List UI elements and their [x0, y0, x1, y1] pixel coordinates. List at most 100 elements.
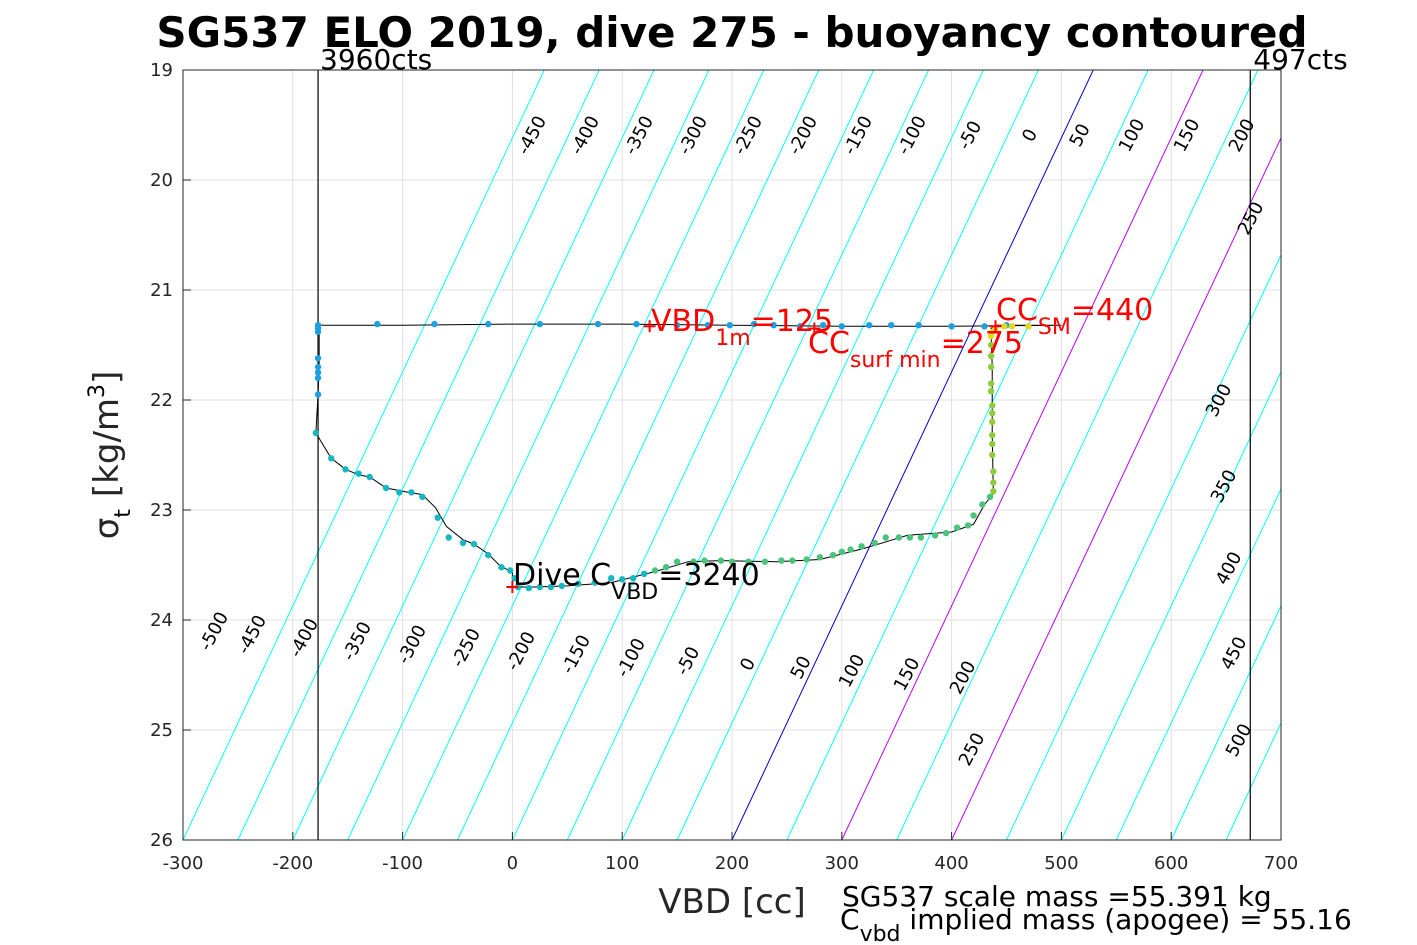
contour-label-upper: -250	[729, 112, 767, 158]
contour-label-lower: 100	[835, 651, 870, 691]
y-tick-label: 25	[150, 720, 173, 741]
data-point	[485, 320, 492, 328]
contour-lines	[183, 70, 1281, 840]
data-point	[485, 551, 492, 559]
data-point	[651, 567, 659, 574]
y-tick-label: 23	[150, 500, 173, 521]
data-point	[796, 323, 804, 330]
data-point	[662, 564, 670, 571]
contour-label-right: 250	[1234, 198, 1269, 238]
contour-line	[1225, 721, 1281, 840]
data-point	[704, 322, 712, 329]
contour-line	[402, 70, 765, 840]
y-label-close: ]	[87, 371, 127, 384]
data-point	[355, 470, 362, 477]
marker-plus	[506, 581, 519, 593]
y-label-sup: 3	[85, 384, 110, 398]
dive-cvbd-main: Dive C	[513, 558, 611, 593]
contour-label-upper: -200	[784, 112, 822, 158]
contour-label-upper: 200	[1225, 115, 1260, 155]
data-point	[314, 391, 322, 398]
annotations: VBD1m=125 CCsurf min=275 CCSM=440 Dive C…	[513, 293, 1153, 605]
dive-cvbd-annotation: Dive CVBD=3240	[513, 558, 760, 605]
contour-label-right: 500	[1222, 720, 1257, 760]
count-label: 3960cts	[320, 43, 432, 76]
x-tick-label: -200	[272, 853, 313, 874]
contour-line	[1115, 487, 1281, 840]
contour-line	[896, 70, 1259, 840]
data-point	[989, 432, 996, 439]
track-line	[315, 323, 1062, 588]
data-point	[953, 524, 961, 531]
data-point	[507, 567, 514, 574]
data-point	[690, 558, 697, 565]
cc-surf-sub: surf min	[850, 348, 941, 373]
data-point	[981, 323, 988, 330]
contour-label-lower: -250	[447, 625, 485, 671]
data-point	[778, 557, 785, 564]
x-tick-label: 200	[715, 853, 749, 874]
data-point	[948, 323, 955, 330]
data-point	[970, 512, 977, 519]
data-point	[838, 548, 845, 555]
data-point	[366, 473, 373, 481]
data-point	[989, 418, 996, 426]
x-tick-label: -300	[163, 853, 204, 874]
data-point	[673, 558, 681, 565]
contour-line	[292, 70, 655, 840]
cc-sm-main: CC	[996, 293, 1038, 328]
data-point	[536, 320, 544, 328]
axis-ticks: -300 -200 -100 0 100 200 300 400 500 600 700192021…	[150, 60, 1298, 874]
data-point	[314, 328, 322, 335]
contour-line	[621, 70, 984, 840]
data-point	[547, 583, 555, 591]
y-label-unit: [kg/m	[87, 398, 127, 497]
data-point	[942, 529, 950, 537]
data-point	[816, 554, 824, 561]
contour-line	[237, 70, 600, 840]
grid	[182, 69, 1282, 841]
count-label: 497cts	[1253, 43, 1347, 76]
data-point	[594, 320, 602, 328]
data-point	[608, 575, 615, 582]
dive-cvbd-tail: =3240	[658, 558, 759, 593]
data-point	[619, 576, 626, 583]
data-point	[789, 557, 796, 564]
data-point	[987, 363, 995, 371]
data-point	[470, 540, 478, 548]
x-tick-label: 400	[934, 853, 968, 874]
data-point	[819, 322, 827, 329]
x-axis-label: VBD [cc]	[658, 882, 806, 922]
data-point	[990, 468, 997, 475]
data-point	[396, 489, 403, 496]
y-tick-label: 19	[150, 60, 173, 81]
data-point	[629, 575, 637, 582]
contour-label-upper: -450	[513, 112, 551, 158]
data-point	[987, 388, 995, 395]
data-point	[726, 322, 734, 329]
data-point	[445, 534, 452, 541]
cc-sm-annotation: CCSM=440	[996, 293, 1153, 340]
contour-line	[1006, 253, 1281, 840]
vbd-1m-sub: 1m	[715, 326, 750, 351]
data-point	[989, 402, 996, 409]
data-point	[915, 322, 922, 329]
data-point	[459, 539, 467, 547]
cc-sm-sub: SM	[1038, 315, 1071, 340]
y-label-main: σ	[87, 518, 127, 540]
data-point	[408, 489, 415, 496]
contour-label-upper: -400	[566, 112, 604, 158]
contour-line	[511, 70, 875, 840]
y-tick-label: 21	[150, 280, 173, 301]
contour-label-right: 400	[1212, 548, 1247, 588]
contour-line	[566, 70, 929, 840]
data-point	[498, 564, 505, 571]
cc-surf-annotation: CCsurf min=275	[808, 326, 1023, 373]
data-point	[431, 320, 438, 328]
x-tick-label: 700	[1264, 853, 1298, 874]
dive-cvbd-sub: VBD	[611, 580, 658, 605]
data-point	[312, 429, 320, 437]
contour-line	[1170, 604, 1281, 840]
cc-surf-main: CC	[808, 326, 850, 361]
contour-label-extra: 250	[955, 729, 990, 769]
